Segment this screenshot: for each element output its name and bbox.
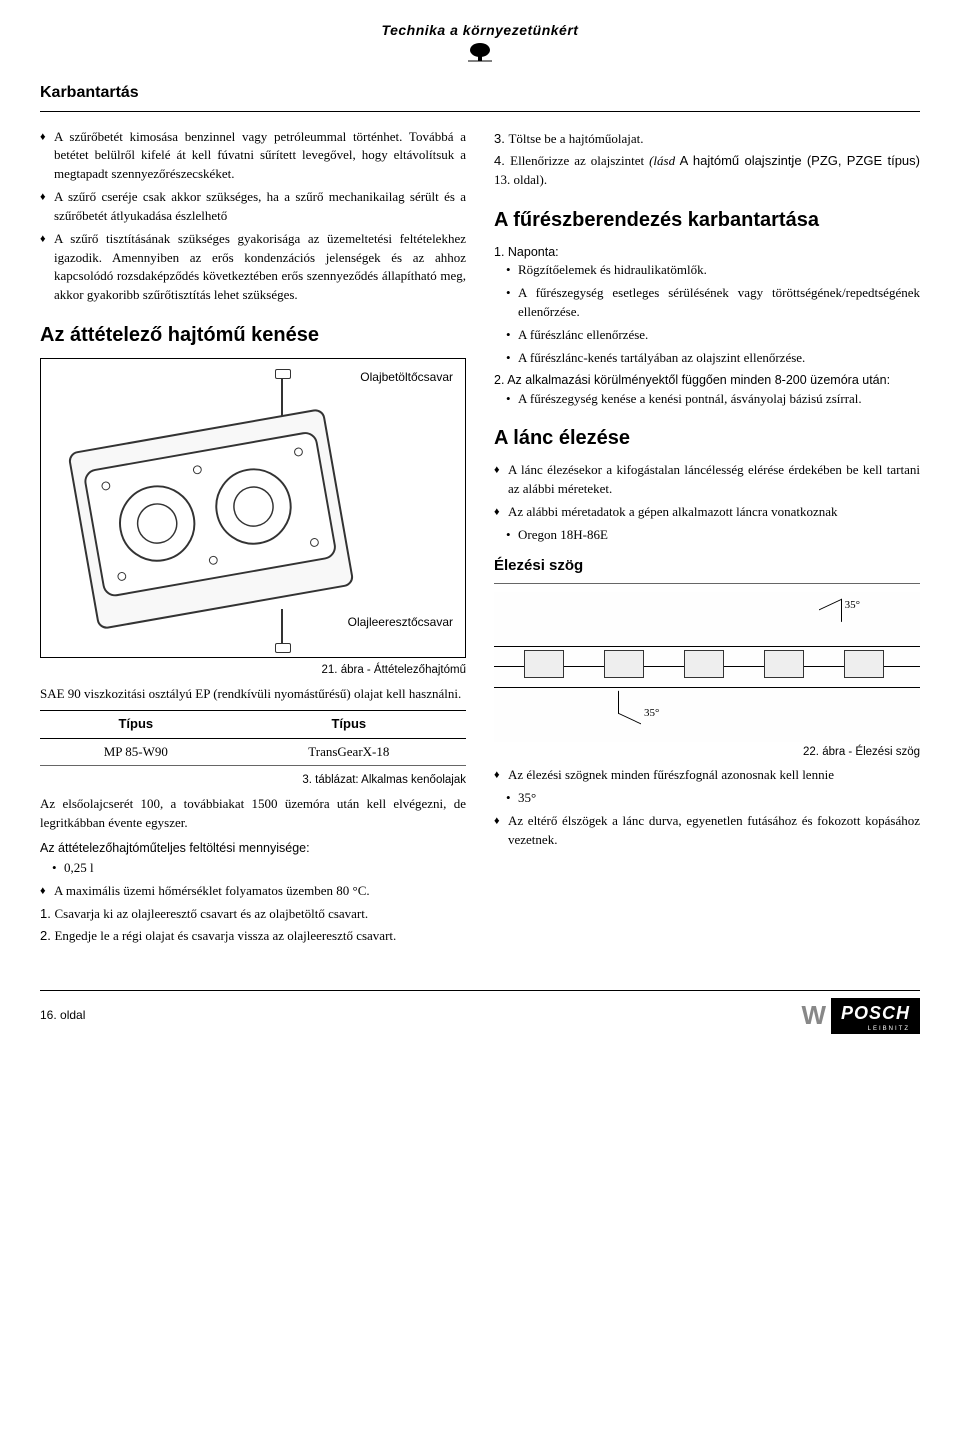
header-slogan: Technika a környezetünkért [40,20,920,40]
chain-para-1: A lánc élezésekor a kifogástalan láncéle… [494,461,920,499]
hours-item-1: A fűrészegység kenése a kenési pontnál, … [494,390,920,409]
section-rule [40,111,920,112]
brand-subtitle: LEIBNITZ [841,1026,910,1032]
oil-col1-header: Típus [40,710,232,738]
table3-caption: 3. táblázat: Alkalmas kenőolajak [40,772,466,789]
page-footer: 16. oldal W POSCH LEIBNITZ [40,990,920,1035]
left-column: A szűrőbetét kimosása benzinnel vagy pet… [40,128,466,951]
heading-saw-maintenance: A fűrészberendezés karbantartása [494,206,920,235]
para-filter-wash: A szűrőbetét kimosása benzinnel vagy pet… [40,128,466,185]
figure-gearbox: Olajbetöltőcsavar Olajleere [40,358,466,658]
fill-heading: Az áttételezőhajtóműteljes feltöltési me… [40,839,466,857]
daily-item-1: Rögzítőelemek és hidraulikatömlők. [494,261,920,280]
para-filter-frequency: A szűrő tisztításának szükséges gyakoris… [40,230,466,305]
section-title: Karbantartás [40,81,920,104]
step-1: 1. Csavarja ki az olajleeresztő csavart … [40,905,466,924]
para-max-temp: A maximális üzemi hőmérséklet folyamatos… [40,882,466,901]
angle-para-2: Az eltérő élszögek a lánc durva, egyenet… [494,812,920,850]
chain-model: Oregon 18H-86E [494,526,920,545]
step-4: 4. Ellenőrizze az olajszintet (lásd A ha… [494,152,920,190]
figure21-caption: 21. ábra - Áttételezőhajtómű [40,662,466,679]
angle-para-1: Az élezési szögnek minden fűrészfognál a… [494,766,920,785]
chain-para-2: Az alábbi méretadatok a gépen alkalmazot… [494,503,920,522]
angle-top-value: 35° [845,599,860,611]
label-fill-screw: Olajbetöltőcsavar [360,369,453,386]
step-3: 3. Töltse be a hajtóműolajat. [494,130,920,149]
oil-table: Típus Típus MP 85-W90 TransGearX-18 [40,710,466,767]
oil-cell-1: MP 85-W90 [40,738,232,766]
fill-quantity: 0,25 l [40,859,466,878]
daily-heading: 1. Naponta: [494,243,920,261]
label-drain-screw: Olajleeresztőcsavar [348,614,453,631]
daily-item-3: A fűrészlánc ellenőrzése. [494,326,920,345]
tree-icon [40,42,920,69]
angle-bottom-value: 35° [644,707,659,719]
gearbox-drawing [67,408,354,630]
brand-name: POSCH [841,1003,910,1023]
step-4b: A hajtómű olajszintje (PZG, PZGE típus) [675,153,920,168]
angle-bottom-label: 35° [644,706,659,722]
chain-rail-lines [494,646,920,688]
right-column: 3. Töltse be a hajtóműolajat. 4. Ellenőr… [494,128,920,951]
para-filter-replace: A szűrő cseréje csak akkor szükséges, ha… [40,188,466,226]
step-2-text: Engedje le a régi olajat és csavarja vis… [54,928,396,943]
step-2: 2. Engedje le a régi olajat és csavarja … [40,927,466,946]
oil-cell-2: TransGearX-18 [232,738,466,766]
logo-w-icon: W [801,997,823,1035]
angle-top-label: 35° [845,598,860,614]
daily-item-2: A fűrészegység esetleges sérülésének vag… [494,284,920,322]
heading-sharpening-angle: Élezési szög [494,555,920,577]
step-4i: (lásd [649,153,675,168]
oil-col2-header: Típus [232,710,466,738]
step-4c: 13. oldal). [494,172,547,187]
page-number: 16. oldal [40,1007,85,1024]
table-row: MP 85-W90 TransGearX-18 [40,738,466,766]
heading-chain-sharpening: A lánc élezése [494,424,920,453]
hours-heading: 2. Az alkalmazási körülményektől függően… [494,371,920,389]
daily-item-4: A fűrészlánc-kenés tartályában az olajsz… [494,349,920,368]
angle-value: 35° [494,789,920,808]
para-sae90: SAE 90 viszkozitási osztályú EP (rendkív… [40,685,466,704]
para-oilchange-interval: Az elsőolajcserét 100, a továbbiakat 150… [40,795,466,833]
screw-bottom-icon [281,609,283,645]
figure-chain-angle: 35° 35° [494,592,920,742]
step-3-text: Töltse be a hajtóműolajat. [508,131,643,146]
step-4a: Ellenőrizze az olajszintet [510,153,649,168]
heading-gear-lube: Az áttételező hajtómű kenése [40,321,466,350]
figure22-caption: 22. ábra - Élezési szög [494,744,920,761]
angle-rule [494,583,920,584]
brand-logos: W POSCH LEIBNITZ [801,997,920,1035]
logo-posch: POSCH LEIBNITZ [831,998,920,1034]
content-columns: A szűrőbetét kimosása benzinnel vagy pet… [40,128,920,951]
step-1-text: Csavarja ki az olajleeresztő csavart és … [54,906,368,921]
